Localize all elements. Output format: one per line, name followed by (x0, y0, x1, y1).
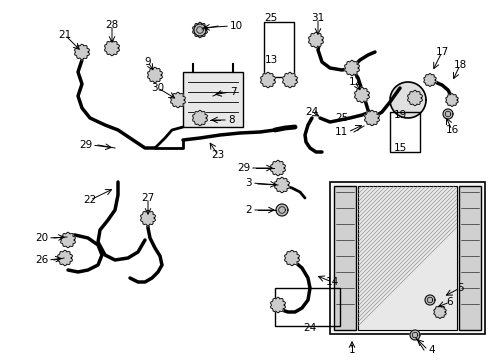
Polygon shape (275, 204, 287, 216)
Polygon shape (389, 82, 425, 118)
Text: 27: 27 (141, 193, 154, 203)
Text: 2: 2 (245, 205, 251, 215)
Text: 19: 19 (392, 110, 406, 120)
Polygon shape (284, 250, 299, 266)
Text: 14: 14 (325, 277, 338, 287)
Polygon shape (104, 40, 119, 56)
Text: 26: 26 (35, 255, 48, 265)
Polygon shape (270, 297, 285, 313)
Polygon shape (140, 210, 155, 226)
Text: 18: 18 (452, 60, 466, 70)
Polygon shape (409, 330, 419, 340)
Text: 21: 21 (58, 30, 71, 40)
Text: 29: 29 (236, 163, 249, 173)
Polygon shape (274, 177, 289, 193)
Polygon shape (192, 22, 207, 38)
Polygon shape (170, 92, 185, 108)
Text: 6: 6 (446, 297, 452, 307)
Polygon shape (424, 295, 434, 305)
Polygon shape (260, 72, 275, 88)
Text: 28: 28 (105, 20, 119, 30)
Text: 5: 5 (456, 283, 462, 293)
Polygon shape (364, 110, 379, 126)
Text: 1: 1 (348, 345, 355, 355)
Bar (264, 22, 293, 77)
Text: 22: 22 (83, 195, 97, 205)
Polygon shape (442, 109, 452, 119)
Text: 17: 17 (434, 47, 447, 57)
Bar (274, 288, 339, 326)
Polygon shape (61, 232, 75, 248)
Text: 13: 13 (264, 55, 277, 65)
Bar (183, 72, 243, 127)
Polygon shape (308, 32, 323, 48)
Text: 29: 29 (79, 140, 92, 150)
Bar (333, 186, 355, 330)
Text: 12: 12 (347, 77, 361, 87)
Text: 11: 11 (334, 127, 347, 137)
Text: 8: 8 (227, 115, 234, 125)
Text: 20: 20 (35, 233, 48, 243)
Polygon shape (58, 250, 72, 266)
Text: 3: 3 (245, 178, 251, 188)
Text: 30: 30 (151, 83, 164, 93)
Text: 16: 16 (445, 125, 458, 135)
Text: 4: 4 (427, 345, 434, 355)
Polygon shape (74, 44, 89, 60)
Text: 31: 31 (311, 13, 324, 23)
Polygon shape (192, 110, 207, 126)
Text: 24: 24 (303, 323, 316, 333)
Text: 7: 7 (229, 87, 236, 97)
Text: 9: 9 (144, 57, 151, 67)
Bar (329, 182, 484, 334)
Polygon shape (344, 60, 359, 76)
Bar (389, 112, 419, 152)
Polygon shape (270, 160, 285, 176)
Polygon shape (282, 72, 297, 88)
Text: 25: 25 (264, 13, 277, 23)
Polygon shape (433, 306, 445, 319)
Bar (458, 186, 480, 330)
Polygon shape (194, 24, 205, 36)
Polygon shape (147, 67, 162, 83)
Polygon shape (423, 73, 435, 86)
Text: 15: 15 (392, 143, 406, 153)
Polygon shape (354, 87, 368, 103)
Polygon shape (445, 94, 457, 107)
Text: 25: 25 (335, 113, 348, 123)
Text: 23: 23 (211, 150, 224, 160)
Bar (357, 186, 456, 330)
Polygon shape (407, 90, 422, 106)
Text: 10: 10 (229, 21, 243, 31)
Text: 24: 24 (305, 107, 318, 117)
